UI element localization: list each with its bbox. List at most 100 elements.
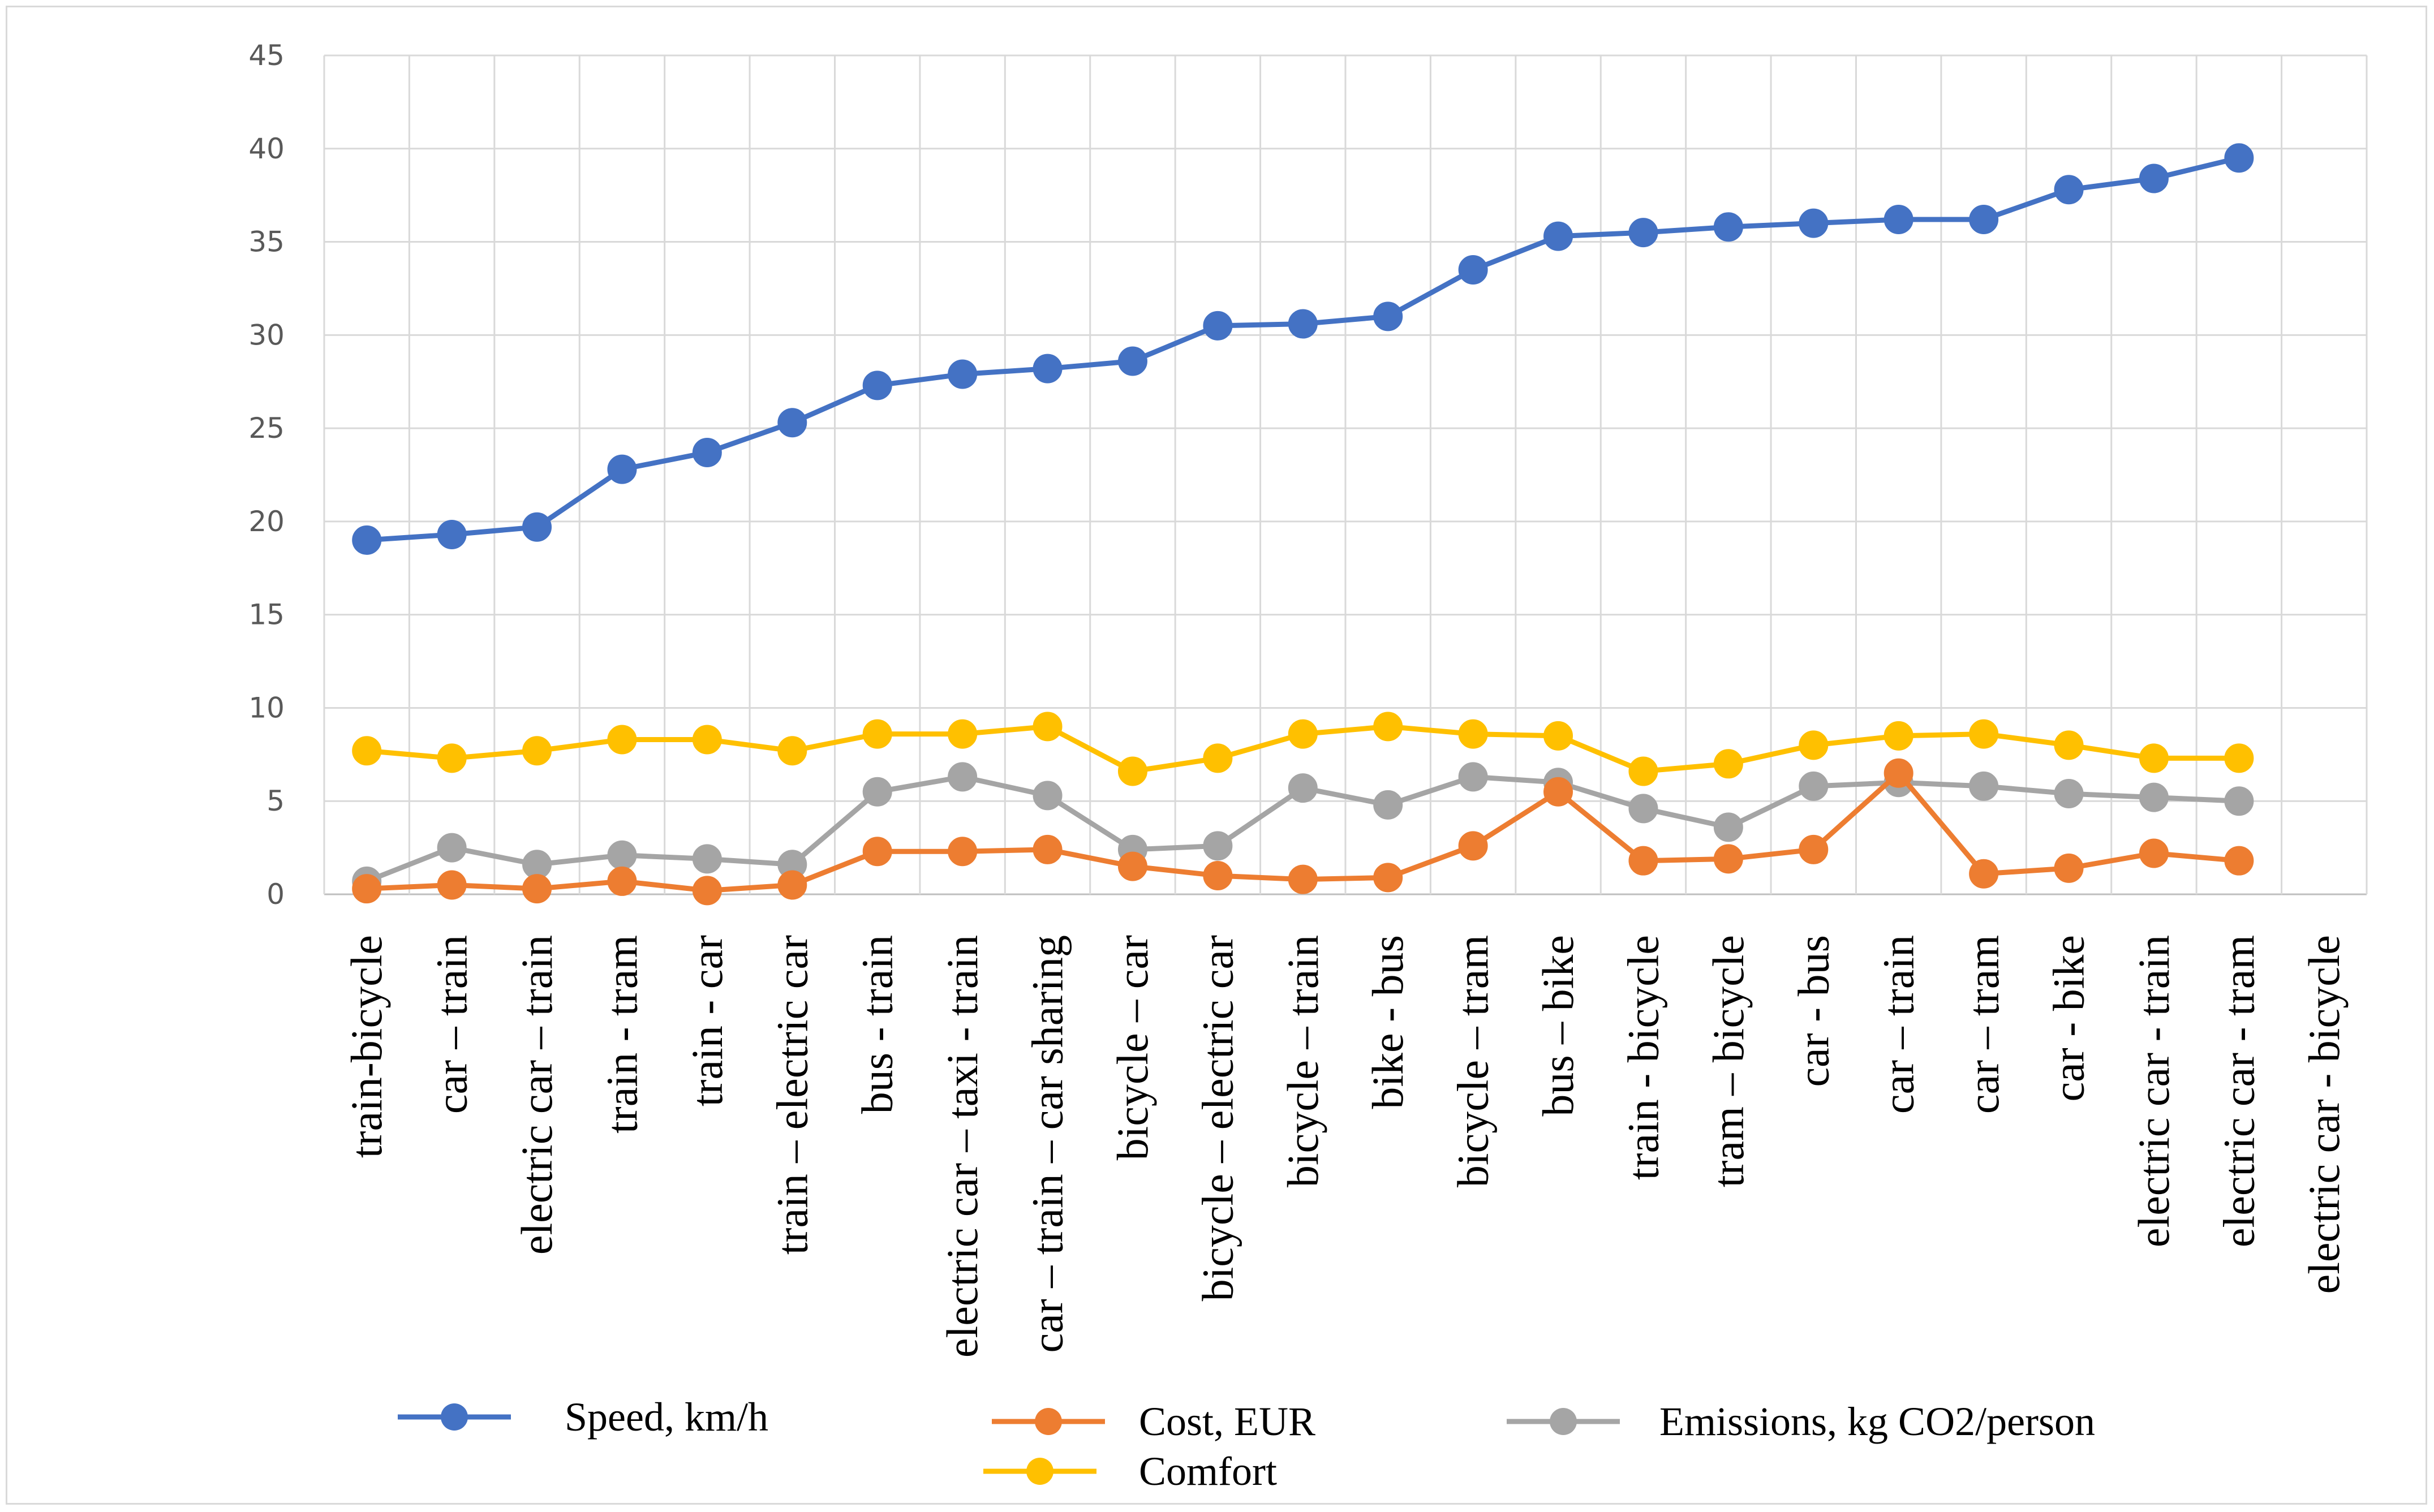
data-point[interactable] xyxy=(1799,834,1829,864)
data-point[interactable] xyxy=(2224,846,2254,876)
data-point[interactable] xyxy=(692,876,722,906)
data-point[interactable] xyxy=(2139,838,2169,868)
data-point[interactable] xyxy=(522,736,552,766)
data-point[interactable] xyxy=(607,725,637,755)
data-point[interactable] xyxy=(2139,782,2169,812)
data-point[interactable] xyxy=(1203,743,1233,773)
data-point[interactable] xyxy=(437,870,467,900)
data-point[interactable] xyxy=(862,777,892,807)
data-point[interactable] xyxy=(948,837,978,867)
data-point[interactable] xyxy=(1203,861,1233,891)
data-point[interactable] xyxy=(1033,781,1063,811)
x-category-label: bicycle – train xyxy=(1278,935,1327,1187)
data-point[interactable] xyxy=(862,371,892,400)
data-point[interactable] xyxy=(522,850,552,880)
data-point[interactable] xyxy=(1628,846,1658,876)
data-point[interactable] xyxy=(1373,863,1403,893)
data-point[interactable] xyxy=(1713,844,1743,874)
data-point[interactable] xyxy=(607,866,637,896)
data-point[interactable] xyxy=(607,454,637,484)
data-point[interactable] xyxy=(1373,790,1403,820)
data-point[interactable] xyxy=(777,736,807,766)
data-point[interactable] xyxy=(948,359,978,389)
data-point[interactable] xyxy=(1713,812,1743,842)
data-point[interactable] xyxy=(1373,301,1403,331)
legend-label: Speed, km/h xyxy=(565,1394,768,1440)
data-point[interactable] xyxy=(1713,749,1743,779)
data-point[interactable] xyxy=(1373,712,1403,742)
data-point[interactable] xyxy=(522,512,552,542)
data-point[interactable] xyxy=(692,437,722,467)
data-point[interactable] xyxy=(2139,743,2169,773)
data-point[interactable] xyxy=(1117,851,1147,881)
data-point[interactable] xyxy=(1969,719,1999,749)
data-point[interactable] xyxy=(948,762,978,792)
data-point[interactable] xyxy=(1883,758,1913,788)
data-point[interactable] xyxy=(522,874,552,904)
data-point[interactable] xyxy=(692,725,722,755)
data-point[interactable] xyxy=(1799,208,1829,238)
data-point[interactable] xyxy=(1203,831,1233,861)
data-point[interactable] xyxy=(862,837,892,867)
data-point[interactable] xyxy=(1288,719,1318,749)
data-point[interactable] xyxy=(352,525,382,555)
data-point[interactable] xyxy=(1458,719,1488,749)
data-point[interactable] xyxy=(1628,794,1658,824)
data-point[interactable] xyxy=(2054,730,2084,760)
data-point[interactable] xyxy=(1458,831,1488,861)
data-point[interactable] xyxy=(1969,859,1999,889)
data-point[interactable] xyxy=(437,519,467,549)
data-point[interactable] xyxy=(2224,786,2254,816)
data-point[interactable] xyxy=(437,743,467,773)
data-point[interactable] xyxy=(1713,212,1743,242)
data-point[interactable] xyxy=(862,719,892,749)
legend-entry[interactable]: Cost, EUR xyxy=(992,1399,1315,1444)
data-point[interactable] xyxy=(2054,175,2084,205)
data-point[interactable] xyxy=(1969,771,1999,801)
data-point[interactable] xyxy=(1799,771,1829,801)
data-point[interactable] xyxy=(2139,163,2169,193)
legend-label: Comfort xyxy=(1139,1449,1277,1494)
data-point[interactable] xyxy=(1033,712,1063,742)
data-point[interactable] xyxy=(2224,143,2254,173)
x-category-label: train - car xyxy=(682,935,732,1106)
data-point[interactable] xyxy=(1799,730,1829,760)
data-point[interactable] xyxy=(352,874,382,904)
data-point[interactable] xyxy=(1117,756,1147,786)
legend-entry[interactable]: Comfort xyxy=(983,1449,1277,1494)
data-point[interactable] xyxy=(1288,864,1318,894)
legend-marker xyxy=(1035,1408,1062,1435)
data-point[interactable] xyxy=(1628,218,1658,248)
data-point[interactable] xyxy=(607,840,637,870)
data-point[interactable] xyxy=(1458,762,1488,792)
data-point[interactable] xyxy=(1543,721,1573,751)
data-point[interactable] xyxy=(1543,221,1573,251)
data-point[interactable] xyxy=(1458,255,1488,285)
data-point[interactable] xyxy=(1883,205,1913,235)
data-point[interactable] xyxy=(1288,309,1318,339)
x-category-label: electric car – train xyxy=(512,935,561,1255)
data-point[interactable] xyxy=(1033,834,1063,864)
series-cost-eur xyxy=(352,758,2254,906)
data-point[interactable] xyxy=(1883,721,1913,751)
data-point[interactable] xyxy=(1288,773,1318,803)
x-category-label: car - bus xyxy=(1788,935,1838,1087)
data-point[interactable] xyxy=(1628,756,1658,786)
data-point[interactable] xyxy=(1203,311,1233,341)
data-point[interactable] xyxy=(2224,743,2254,773)
data-point[interactable] xyxy=(1117,346,1147,376)
data-point[interactable] xyxy=(692,844,722,874)
data-point[interactable] xyxy=(1543,777,1573,807)
legend-entry[interactable]: Speed, km/h xyxy=(398,1394,768,1440)
data-point[interactable] xyxy=(1969,205,1999,235)
data-point[interactable] xyxy=(437,833,467,863)
data-point[interactable] xyxy=(2054,853,2084,883)
data-point[interactable] xyxy=(2054,779,2084,809)
data-point[interactable] xyxy=(948,719,978,749)
data-point[interactable] xyxy=(777,408,807,438)
x-axis-category-labels: train-bicycle car – train electric car – t… xyxy=(342,935,2349,1358)
data-point[interactable] xyxy=(777,870,807,900)
legend-entry[interactable]: Emissions, kg CO2/person xyxy=(1507,1399,2095,1444)
data-point[interactable] xyxy=(352,736,382,766)
data-point[interactable] xyxy=(1033,354,1063,384)
